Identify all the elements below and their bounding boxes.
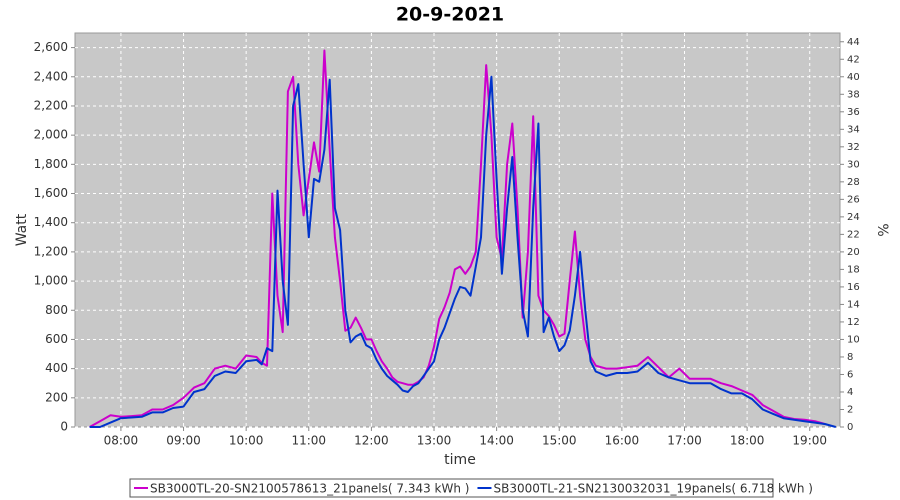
y-tick-label: 400 [45,361,68,375]
x-tick-label: 13:00 [417,434,452,448]
y2-tick-label: 24 [847,212,860,223]
legend-label: SB3000TL-21-SN2130032031_19panels( 6.718… [493,482,812,496]
y2-tick-label: 8 [847,352,853,363]
x-tick-label: 15:00 [542,434,577,448]
y2-tick-label: 18 [847,264,860,275]
x-tick-label: 17:00 [667,434,702,448]
y2-tick-label: 28 [847,177,860,188]
y-tick-label: 2,600 [34,40,68,54]
x-axis-label: time [444,452,476,468]
y-tick-label: 1,400 [34,215,68,229]
x-tick-label: 10:00 [229,434,264,448]
y2-tick-label: 12 [847,317,860,328]
series-line [89,75,837,428]
y2-tick-label: 14 [847,299,860,310]
y2-tick-label: 30 [847,159,860,170]
y-tick-label: 1,000 [34,274,68,288]
y2-tick-label: 2 [847,404,853,415]
y2-tick-label: 0 [847,422,853,433]
y2-tick-label: 38 [847,89,860,100]
y2-tick-label: 22 [847,229,860,240]
y-axis-label: Watt [14,213,30,246]
x-tick-label: 11:00 [291,434,326,448]
y2-tick-label: 40 [847,72,860,83]
plot-area [74,32,841,428]
x-tick-label: 14:00 [479,434,514,448]
y2-tick-label: 36 [847,107,860,118]
x-tick-label: 12:00 [354,434,389,448]
y2-tick-label: 20 [847,247,860,258]
y2-tick-label: 16 [847,282,860,293]
y-tick-label: 200 [45,390,68,404]
y2-tick-label: 6 [847,369,853,380]
y2-tick-label: 26 [847,194,860,205]
y-tick-label: 2,000 [34,128,68,142]
y2-axis-label: % [874,223,890,236]
x-tick-label: 19:00 [792,434,827,448]
x-tick-label: 16:00 [605,434,640,448]
chart-title: 20-9-2021 [396,4,504,26]
legend-label: SB3000TL-20-SN2100578613_21panels( 7.343… [150,482,469,496]
y2-tick-label: 10 [847,334,860,345]
y2-tick-label: 34 [847,124,860,135]
x-tick-label: 18:00 [730,434,765,448]
x-tick-label: 08:00 [104,434,139,448]
y-tick-label: 1,600 [34,186,68,200]
legend [129,478,774,498]
y2-tick-label: 4 [847,387,853,398]
y-tick-label: 2,200 [34,98,68,112]
y2-tick-label: 32 [847,142,860,153]
y-tick-label: 1,800 [34,157,68,171]
y-tick-label: 0 [60,420,68,434]
y-tick-label: 2,400 [34,69,68,83]
y2-tick-label: 44 [847,37,860,48]
y-tick-label: 1,200 [34,244,68,258]
y2-tick-label: 42 [847,54,860,65]
x-tick-label: 09:00 [166,434,201,448]
y-tick-label: 600 [45,332,68,346]
y-tick-label: 800 [45,303,68,317]
